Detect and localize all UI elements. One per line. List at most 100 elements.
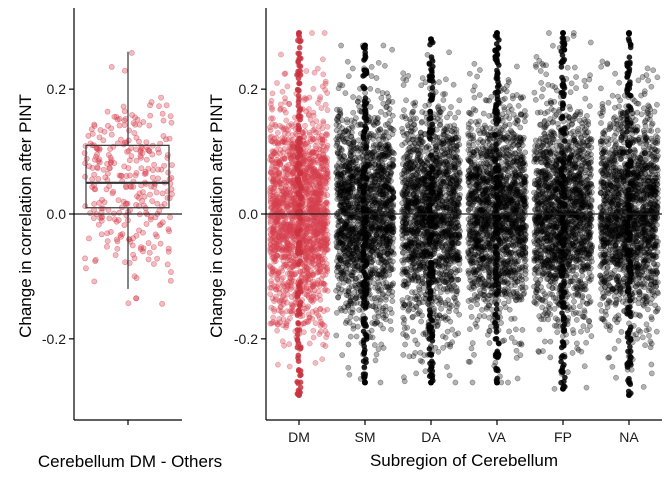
data-point bbox=[452, 298, 459, 305]
data-point bbox=[311, 229, 317, 235]
left-data-point bbox=[159, 190, 166, 197]
data-point bbox=[282, 70, 289, 77]
data-point bbox=[286, 363, 293, 370]
data-point bbox=[373, 351, 380, 358]
left-data-point bbox=[101, 199, 108, 206]
left-data-point bbox=[108, 131, 115, 138]
data-point bbox=[283, 183, 289, 190]
data-point bbox=[444, 114, 450, 121]
data-point bbox=[371, 295, 378, 301]
left-data-point bbox=[104, 238, 111, 245]
data-point bbox=[268, 320, 275, 327]
data-point bbox=[276, 200, 283, 207]
data-point bbox=[350, 325, 357, 332]
data-point bbox=[360, 197, 367, 203]
left-data-point bbox=[111, 160, 118, 167]
data-point bbox=[345, 364, 352, 371]
data-point bbox=[273, 246, 280, 253]
data-point bbox=[363, 145, 369, 152]
data-point bbox=[352, 278, 359, 285]
series-da bbox=[399, 36, 463, 386]
data-point bbox=[362, 315, 368, 322]
data-point bbox=[307, 184, 314, 191]
data-point bbox=[375, 59, 382, 66]
data-point bbox=[277, 147, 284, 153]
data-point bbox=[361, 281, 367, 288]
data-point bbox=[319, 83, 326, 90]
left-data-point bbox=[165, 245, 172, 252]
data-point bbox=[346, 233, 353, 240]
data-point bbox=[389, 112, 396, 119]
data-point bbox=[289, 151, 296, 158]
data-point bbox=[316, 96, 323, 103]
data-point bbox=[386, 251, 392, 257]
data-point bbox=[383, 129, 390, 136]
data-point bbox=[400, 320, 407, 327]
data-point bbox=[342, 90, 349, 96]
data-point bbox=[343, 127, 349, 134]
data-point bbox=[340, 169, 347, 176]
left-data-point bbox=[105, 170, 111, 177]
data-point bbox=[285, 178, 292, 185]
data-point bbox=[375, 279, 382, 286]
data-point bbox=[297, 345, 304, 352]
data-point bbox=[269, 90, 276, 97]
data-point bbox=[304, 215, 310, 222]
left-data-point bbox=[108, 125, 115, 132]
left-data-point bbox=[125, 300, 132, 307]
left-data-point bbox=[125, 165, 132, 172]
data-point bbox=[309, 272, 316, 278]
data-point bbox=[273, 134, 280, 141]
data-point bbox=[294, 145, 301, 152]
left-data-point bbox=[121, 108, 128, 115]
left-data-point bbox=[90, 215, 97, 221]
data-point bbox=[382, 62, 388, 69]
data-point bbox=[303, 180, 310, 187]
data-point bbox=[313, 118, 320, 124]
data-point bbox=[286, 257, 293, 264]
left-data-point bbox=[164, 152, 171, 159]
data-point bbox=[379, 133, 385, 140]
data-point bbox=[388, 185, 395, 192]
data-point bbox=[288, 222, 295, 229]
data-point bbox=[349, 269, 356, 276]
data-point bbox=[436, 79, 442, 85]
data-point bbox=[361, 337, 367, 343]
left-data-point bbox=[104, 243, 110, 250]
left-data-point bbox=[145, 146, 151, 153]
left-data-point bbox=[121, 222, 128, 229]
data-point bbox=[346, 174, 353, 181]
data-point bbox=[353, 235, 359, 241]
left-data-point bbox=[100, 137, 107, 144]
left-data-point bbox=[155, 149, 162, 156]
data-point bbox=[268, 251, 275, 257]
data-point bbox=[375, 119, 381, 126]
data-point bbox=[357, 108, 363, 114]
data-point bbox=[360, 358, 367, 365]
data-point bbox=[350, 109, 357, 116]
data-point bbox=[296, 126, 302, 132]
left-data-point bbox=[149, 198, 156, 205]
data-point bbox=[370, 253, 377, 259]
left-y-tick-label: 0.0 bbox=[47, 206, 67, 222]
data-point bbox=[273, 192, 279, 198]
data-point bbox=[361, 107, 368, 114]
left-data-point bbox=[133, 202, 140, 208]
left-data-point bbox=[91, 278, 98, 285]
data-point bbox=[302, 274, 309, 281]
data-point bbox=[361, 374, 367, 381]
data-point bbox=[320, 56, 326, 63]
left-y-ticks: 0.20.0-0.2 bbox=[42, 81, 74, 347]
left-data-point bbox=[146, 249, 153, 256]
data-point bbox=[276, 297, 283, 304]
data-point bbox=[323, 334, 330, 340]
data-point bbox=[317, 184, 323, 191]
data-point bbox=[368, 64, 375, 70]
data-point bbox=[285, 166, 291, 173]
data-point bbox=[279, 267, 286, 274]
data-point bbox=[276, 180, 283, 186]
data-point bbox=[341, 223, 348, 230]
data-point bbox=[320, 120, 327, 126]
data-point bbox=[271, 298, 277, 305]
data-point bbox=[348, 309, 354, 316]
